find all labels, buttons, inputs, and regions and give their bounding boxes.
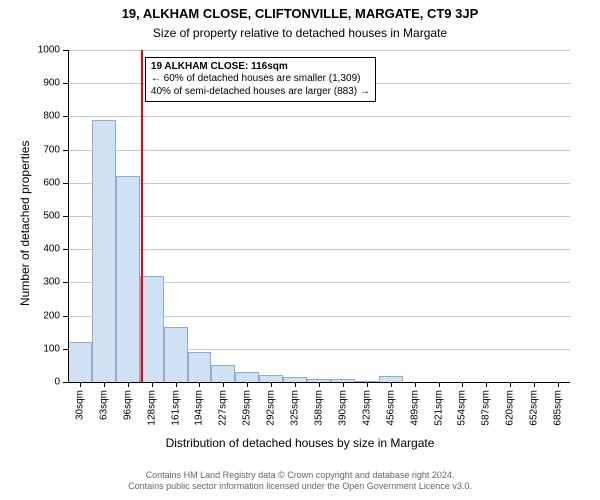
figure: 19, ALKHAM CLOSE, CLIFTONVILLE, MARGATE,…	[0, 0, 600, 500]
x-tick-label: 620sqm	[505, 390, 516, 426]
y-tick-label: 500	[43, 211, 60, 222]
gridline	[68, 183, 570, 184]
x-axis-label: Distribution of detached houses by size …	[0, 436, 600, 450]
x-tick-label: 96sqm	[122, 390, 133, 420]
x-tick-label: 423sqm	[361, 390, 372, 426]
gridline	[68, 150, 570, 151]
x-tick-label: 227sqm	[218, 390, 229, 426]
y-axis-label: Number of detached properties	[18, 141, 32, 306]
histogram-bar	[164, 327, 188, 382]
x-tick-label: 587sqm	[481, 390, 492, 426]
histogram-bar	[211, 365, 235, 382]
y-tick-label: 1000	[38, 45, 60, 56]
x-tick-label: 554sqm	[457, 390, 468, 426]
plot-area: 19 ALKHAM CLOSE: 116sqm← 60% of detached…	[68, 50, 570, 382]
x-tick-label: 63sqm	[98, 390, 109, 420]
histogram-bar	[235, 372, 259, 382]
histogram-bar	[259, 375, 283, 382]
histogram-bar	[92, 120, 116, 382]
x-tick-label: 489sqm	[409, 390, 420, 426]
y-tick-label: 900	[43, 78, 60, 89]
x-tick-label: 194sqm	[194, 390, 205, 426]
y-tick-label: 100	[43, 343, 60, 354]
x-tick-label: 358sqm	[314, 390, 325, 426]
gridline	[68, 216, 570, 217]
x-tick-label: 161sqm	[170, 390, 181, 426]
histogram-bar	[116, 176, 140, 382]
x-tick-label: 521sqm	[433, 390, 444, 426]
y-tick-label: 400	[43, 244, 60, 255]
gridline	[68, 249, 570, 250]
x-tick-label: 325sqm	[290, 390, 301, 426]
gridline	[68, 116, 570, 117]
chart-title-line1: 19, ALKHAM CLOSE, CLIFTONVILLE, MARGATE,…	[0, 6, 600, 21]
x-tick-label: 652sqm	[529, 390, 540, 426]
annotation-line3: 40% of semi-detached houses are larger (…	[151, 86, 370, 99]
footer-line2: Contains public sector information licen…	[0, 481, 600, 492]
chart-title-line2: Size of property relative to detached ho…	[0, 26, 600, 40]
y-tick-label: 0	[54, 377, 60, 388]
bottom-axis-line	[68, 382, 570, 383]
x-tick-label: 259sqm	[242, 390, 253, 426]
x-tick-label: 292sqm	[266, 390, 277, 426]
annotation-line1: 19 ALKHAM CLOSE: 116sqm	[151, 61, 370, 74]
reference-line	[141, 50, 143, 382]
left-axis-line	[68, 50, 69, 382]
x-tick-label: 30sqm	[74, 390, 85, 420]
annotation-line2: ← 60% of detached houses are smaller (1,…	[151, 73, 370, 86]
y-tick-label: 700	[43, 144, 60, 155]
y-tick-label: 300	[43, 277, 60, 288]
y-tick-label: 800	[43, 111, 60, 122]
histogram-bar	[188, 352, 212, 382]
histogram-bar	[140, 276, 164, 382]
histogram-bar	[68, 342, 92, 382]
x-tick-label: 128sqm	[146, 390, 157, 426]
gridline	[68, 50, 570, 51]
x-tick-label: 456sqm	[385, 390, 396, 426]
footer-attribution: Contains HM Land Registry data © Crown c…	[0, 470, 600, 492]
y-tick-label: 600	[43, 177, 60, 188]
footer-line1: Contains HM Land Registry data © Crown c…	[0, 470, 600, 481]
x-tick-label: 685sqm	[553, 390, 564, 426]
y-tick-label: 200	[43, 310, 60, 321]
x-tick-label: 390sqm	[337, 390, 348, 426]
annotation-box: 19 ALKHAM CLOSE: 116sqm← 60% of detached…	[145, 57, 376, 103]
